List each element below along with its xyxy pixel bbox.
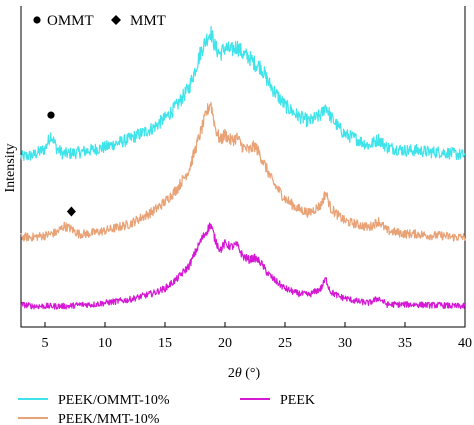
series-line-peek	[20, 222, 466, 310]
x-tick-label-30: 30	[338, 336, 352, 351]
y-axis-title: Intensity	[3, 144, 18, 193]
series-line-peek-ommt-10	[20, 25, 466, 161]
x-ticks: 5 10 15 20 25 30 35 40	[42, 322, 472, 351]
legend-label-peek-ommt: PEEK/OMMT-10%	[58, 393, 170, 408]
x-axis-title-suffix: (°)	[242, 366, 261, 381]
marker-legend: OMMT MMT	[33, 13, 166, 29]
diamond-marker-icon	[111, 15, 121, 25]
marker-legend-label-ommt: OMMT	[47, 13, 94, 29]
legend-label-peek-mmt: PEEK/MMT-10%	[58, 412, 160, 425]
circle-marker-icon	[33, 16, 41, 24]
plot-area: 5 10 15 20 25 30 35 40	[20, 6, 472, 351]
x-tick-label-40: 40	[458, 336, 472, 351]
x-axis-title: 2θ (°)	[228, 366, 261, 381]
axis-frame	[20, 6, 466, 328]
series-line-peek-mmt-10	[20, 101, 466, 242]
series-legend: PEEK/OMMT-10% PEEK/MMT-10% PEEK	[18, 393, 315, 425]
x-tick-label-10: 10	[98, 336, 112, 351]
legend-label-peek: PEEK	[280, 393, 315, 408]
x-axis-title-symbol: θ	[235, 366, 242, 381]
ommt-peak-marker	[47, 111, 55, 119]
mmt-peak-marker	[66, 206, 76, 217]
x-tick-label-35: 35	[398, 336, 412, 351]
peak-markers	[47, 111, 76, 217]
x-tick-label-20: 20	[218, 336, 232, 351]
series-group	[20, 25, 466, 310]
x-tick-label-25: 25	[278, 336, 292, 351]
x-tick-label-5: 5	[42, 336, 49, 351]
marker-legend-label-mmt: MMT	[130, 13, 166, 29]
x-axis-title-prefix: 2	[228, 366, 235, 381]
x-tick-label-15: 15	[158, 336, 172, 351]
